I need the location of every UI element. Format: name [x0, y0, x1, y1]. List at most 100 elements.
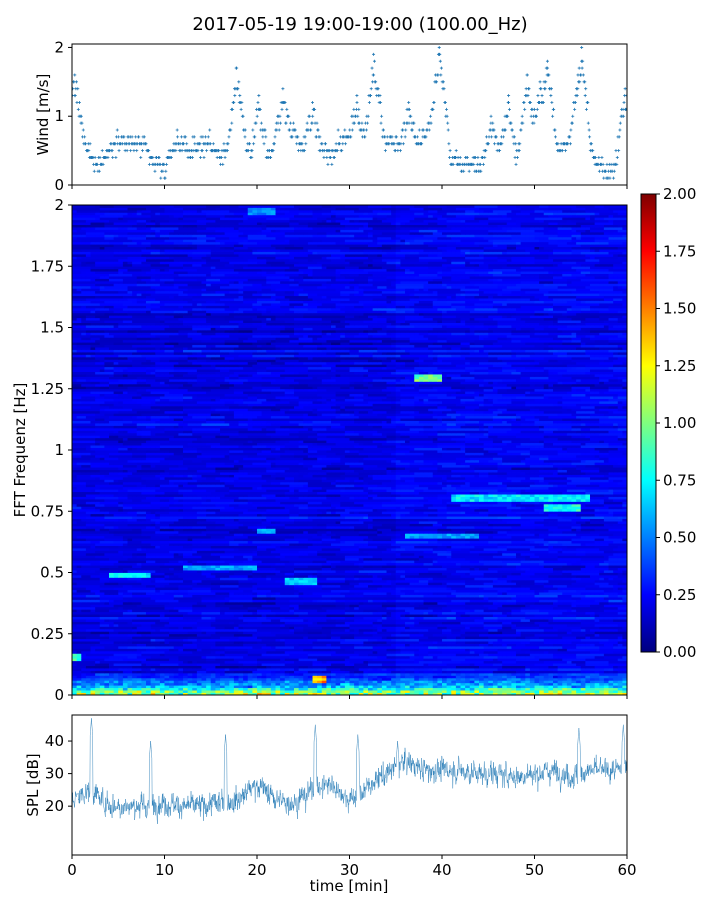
- spectrogram-cell: [215, 680, 221, 684]
- spectrogram-cell: [104, 638, 110, 642]
- spectrogram-cell: [349, 636, 355, 640]
- spectrogram-cell: [516, 616, 522, 620]
- spectrogram-cell: [497, 623, 503, 627]
- spectrogram-cell: [525, 663, 531, 666]
- spectrogram-cell: [312, 665, 318, 669]
- spectrogram-cell: [303, 641, 309, 644]
- spectrogram-cell: [247, 687, 253, 691]
- spectrogram-cell: [344, 682, 350, 686]
- spectrogram-cell: [349, 663, 355, 666]
- spectrogram-cell: [76, 682, 82, 686]
- spectrogram-cell: [428, 636, 434, 640]
- spectrogram-cell: [451, 641, 457, 644]
- spectrogram-cell: [372, 628, 378, 632]
- spectrogram-cell: [136, 682, 142, 686]
- spectrogram-cell: [502, 631, 508, 635]
- spectrogram-cell: [603, 633, 609, 637]
- spectrogram-cell: [164, 672, 170, 676]
- spectrogram-cell: [529, 623, 535, 627]
- spectrogram-cell: [571, 687, 577, 691]
- spectrogram-cell: [488, 653, 494, 657]
- spectrogram-cell: [122, 682, 128, 686]
- spectrogram-cell: [474, 682, 480, 686]
- spectrogram-cell: [479, 658, 485, 662]
- spectrogram-cell: [372, 626, 378, 630]
- spectrogram-cell: [150, 623, 156, 627]
- spectrogram-cell: [146, 621, 152, 625]
- spectrogram-cell: [243, 672, 249, 676]
- spectrogram-cell: [215, 672, 221, 676]
- spectrogram-cell: [483, 638, 489, 642]
- spectrogram-cell: [90, 675, 96, 679]
- spectrogram-cell: [169, 650, 175, 654]
- spectrogram-cell: [233, 614, 239, 617]
- spectrogram-cell: [95, 685, 101, 689]
- spectrogram-cell: [553, 675, 559, 679]
- spectrogram-cell: [599, 628, 605, 632]
- spectrogram-cell: [178, 621, 184, 625]
- spectrogram-cell: [423, 626, 429, 630]
- spectrogram-cell: [122, 638, 128, 642]
- spectrogram-cell: [474, 660, 480, 664]
- spectrogram-cell: [206, 628, 212, 632]
- spectrogram-cell: [95, 650, 101, 654]
- spectrogram-cell: [127, 638, 133, 642]
- spectrogram-cell: [220, 677, 226, 681]
- spectrogram-cell: [553, 633, 559, 637]
- spectrogram-cell: [557, 633, 563, 637]
- spectrogram-cell: [178, 628, 184, 632]
- spectrogram-cell: [169, 633, 175, 637]
- spectrogram-cell: [164, 677, 170, 681]
- wind-point: [581, 73, 585, 77]
- spectrogram-cell: [99, 619, 105, 622]
- wind-point: [222, 142, 226, 146]
- spectrogram-cell: [599, 655, 605, 659]
- spectrogram-cell: [469, 633, 475, 637]
- spectrogram-cell: [363, 616, 369, 620]
- spectrogram-cell: [196, 626, 202, 630]
- spectrogram-cell: [562, 650, 568, 654]
- spectrogram-cell: [455, 643, 461, 647]
- spectrogram-cell: [210, 650, 216, 654]
- spectrogram-cell: [81, 646, 87, 649]
- wind-point: [586, 121, 590, 125]
- wind-point: [396, 149, 400, 153]
- spectrogram-cell: [354, 611, 360, 615]
- spectrogram-cell: [543, 648, 549, 652]
- spectrogram-cell: [354, 616, 360, 620]
- spectrogram-cell: [405, 648, 411, 652]
- spectrogram-cell: [220, 680, 226, 684]
- spectrogram-cell: [81, 655, 87, 659]
- spectrogram-cell: [72, 677, 78, 681]
- spectrogram-cell: [266, 655, 272, 659]
- spectrogram-cell: [613, 668, 619, 671]
- spectrogram-cell: [599, 626, 605, 630]
- spectrogram-cell: [474, 685, 480, 689]
- spectrogram-cell: [534, 643, 540, 647]
- spectrogram-cell: [220, 685, 226, 689]
- spectrogram-cell: [243, 623, 249, 627]
- spectrogram-cell: [312, 672, 318, 676]
- wind-point: [159, 176, 163, 180]
- spectrogram-cell: [455, 672, 461, 676]
- spectrogram-cell: [465, 626, 471, 630]
- spectrogram-cell: [608, 631, 614, 635]
- wind-point: [117, 149, 121, 153]
- spectrogram-cell: [405, 611, 411, 615]
- spectrogram-cell: [284, 614, 290, 617]
- spectrogram-cell: [423, 619, 429, 622]
- spectrogram-cell: [155, 663, 161, 666]
- wind-point: [369, 94, 373, 98]
- spectrogram-cell: [576, 660, 582, 664]
- spectrogram-cell: [187, 643, 193, 647]
- spectrogram-cell: [127, 675, 133, 679]
- spectrogram-cell: [284, 623, 290, 627]
- spectrogram-cell: [534, 675, 540, 679]
- spectrogram-cell: [224, 631, 230, 635]
- spectrogram-cell: [76, 616, 82, 620]
- spectrogram-cell: [90, 690, 96, 693]
- spectrogram-cell: [539, 672, 545, 676]
- spectrogram-cell: [451, 611, 457, 615]
- spectrogram-cell: [261, 641, 267, 644]
- spectrogram-cell: [132, 621, 138, 625]
